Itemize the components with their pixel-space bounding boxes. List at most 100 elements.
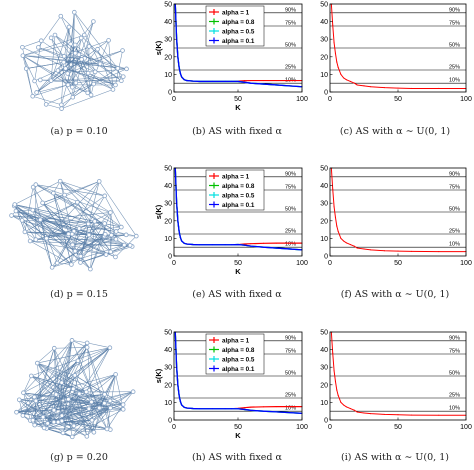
graph-node [109,250,113,254]
caption-d: (d) p = 0.15 [0,289,158,300]
graph-node [41,415,45,419]
reference-label: 50% [449,43,460,49]
data-point [250,246,251,247]
caption-c: (c) AS with α ∼ U(0, 1) [316,126,474,137]
y-tick-label: 30 [164,201,172,208]
graph-node [20,218,24,222]
graph-node [45,236,49,240]
data-point [397,414,398,415]
y-tick-label: 50 [320,166,328,173]
data-point [225,408,226,409]
data-point [438,88,439,89]
legend-entry: alpha = 0.5 [222,192,255,199]
data-point [350,81,351,82]
graph-node [44,103,48,107]
y-tick-label: 30 [320,37,328,44]
data-point [411,251,412,252]
x-tick-label: 0 [328,424,332,431]
graph-node [103,222,107,226]
data-point [357,248,358,249]
data-point [363,85,364,86]
legend-entry: alpha = 0.1 [222,38,255,45]
graph-node [73,249,77,253]
graph-node [59,103,63,107]
graph-node [73,43,77,47]
data-point [193,81,194,82]
data-point [334,206,335,207]
graph-node [86,71,90,75]
data-point [340,238,341,239]
graph-node [87,407,91,411]
data-point [244,80,245,81]
graph-node [64,67,68,71]
graph-node [14,209,18,213]
data-point [276,243,277,244]
data-point [263,411,264,412]
data-point [263,247,264,248]
x-tick-label: 0 [328,96,332,103]
graph-node [63,193,67,197]
data-point [199,81,200,82]
data-point [332,189,333,190]
data-point [338,231,339,232]
data-point [289,80,290,81]
network-graph-1 [20,10,128,110]
data-point [343,240,344,241]
y-tick-label: 30 [164,365,172,372]
graph-node [74,81,78,85]
network-graph-3 [15,338,135,438]
reference-label: 75% [449,185,460,191]
data-point [176,365,177,366]
y-tick-label: 40 [164,347,172,354]
graph-node [36,46,40,50]
data-point [289,248,290,249]
graph-node [54,393,58,397]
x-tick-label: 0 [172,424,176,431]
data-point [363,248,364,249]
data-point [338,395,339,396]
graph-node [92,82,96,86]
data-point [438,251,439,252]
legend-entry: alpha = 0.5 [222,356,255,363]
reference-label: 90% [449,171,460,177]
graph-node [60,419,64,423]
data-point [244,245,245,246]
data-point [181,240,182,241]
data-point [438,415,439,416]
data-point [180,401,181,402]
graph-node [41,201,45,205]
series-line [331,4,466,88]
graph-node [21,54,25,58]
reference-label: 25% [285,65,296,71]
graph-node [103,392,107,396]
graph-node [92,430,96,434]
graph-node [69,42,73,46]
data-point [244,409,245,410]
graph-edge [43,195,65,203]
graph-edge [58,70,73,97]
reference-label: 50% [285,207,296,213]
caption-e: (e) AS with fixed α [158,289,316,300]
graph-node [66,72,70,76]
graph-node [59,14,63,18]
data-point [357,84,358,85]
legend-entry: alpha = 0.1 [222,202,255,209]
y-tick-label: 20 [320,54,328,61]
graph-node [77,392,81,396]
graph-node [121,403,125,407]
y-axis-label: s(K) [154,40,163,55]
graph-node [50,265,54,269]
reference-label: 25% [285,229,296,235]
caption-i: (i) AS with α ∼ U(0, 1) [316,452,474,463]
data-point [212,408,213,409]
graph-node [52,408,56,412]
graph-node [107,38,111,42]
data-point [335,53,336,54]
x-tick-label: 100 [296,424,308,431]
data-point [276,84,277,85]
